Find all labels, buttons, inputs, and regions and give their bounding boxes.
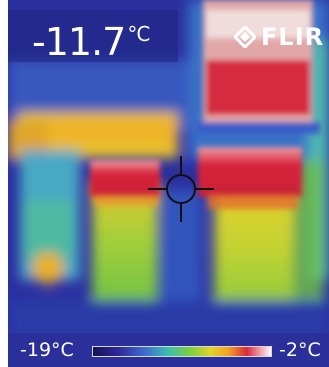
temperature-scale: -19°C -2°C (8, 333, 329, 367)
spot-temperature-value: -11.7 (32, 20, 126, 64)
thermal-image-viewer: -11.7 °C FLIR -19°C -2°C (8, 0, 329, 367)
scale-max-label: -2°C (279, 339, 321, 361)
spot-crosshair (148, 156, 214, 222)
flir-logo-icon (234, 26, 256, 48)
thermal-image (8, 0, 329, 367)
spot-temperature-readout: -11.7 °C (32, 14, 150, 64)
brand-name: FLIR (261, 23, 325, 51)
color-palette-bar (92, 346, 272, 357)
brand-logo: FLIR (234, 22, 324, 52)
scale-min-label: -19°C (20, 339, 74, 361)
spot-temperature-unit: °C (127, 22, 150, 46)
